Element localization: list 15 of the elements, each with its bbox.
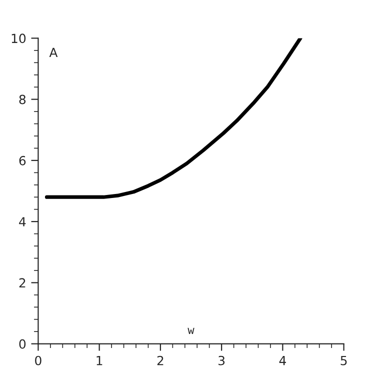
x-tick-label: 3 (218, 356, 225, 366)
x-tick-label: 5 (340, 356, 347, 366)
x-tick-label: 2 (157, 356, 164, 366)
y-tick-label: 0 (19, 339, 26, 349)
y-tick-label: 2 (19, 278, 26, 288)
x-axis-title: w (188, 328, 194, 334)
y-tick-label: 6 (19, 156, 26, 166)
x-tick-label: 0 (35, 356, 42, 366)
y-tick-label: 10 (12, 34, 26, 44)
x-tick-label: 1 (96, 356, 102, 366)
y-axis-title: A (49, 48, 58, 57)
x-tick-label: 4 (279, 356, 286, 366)
y-tick-label: 4 (19, 217, 26, 226)
line-series (44, 38, 302, 199)
y-tick-label: 8 (19, 94, 26, 104)
